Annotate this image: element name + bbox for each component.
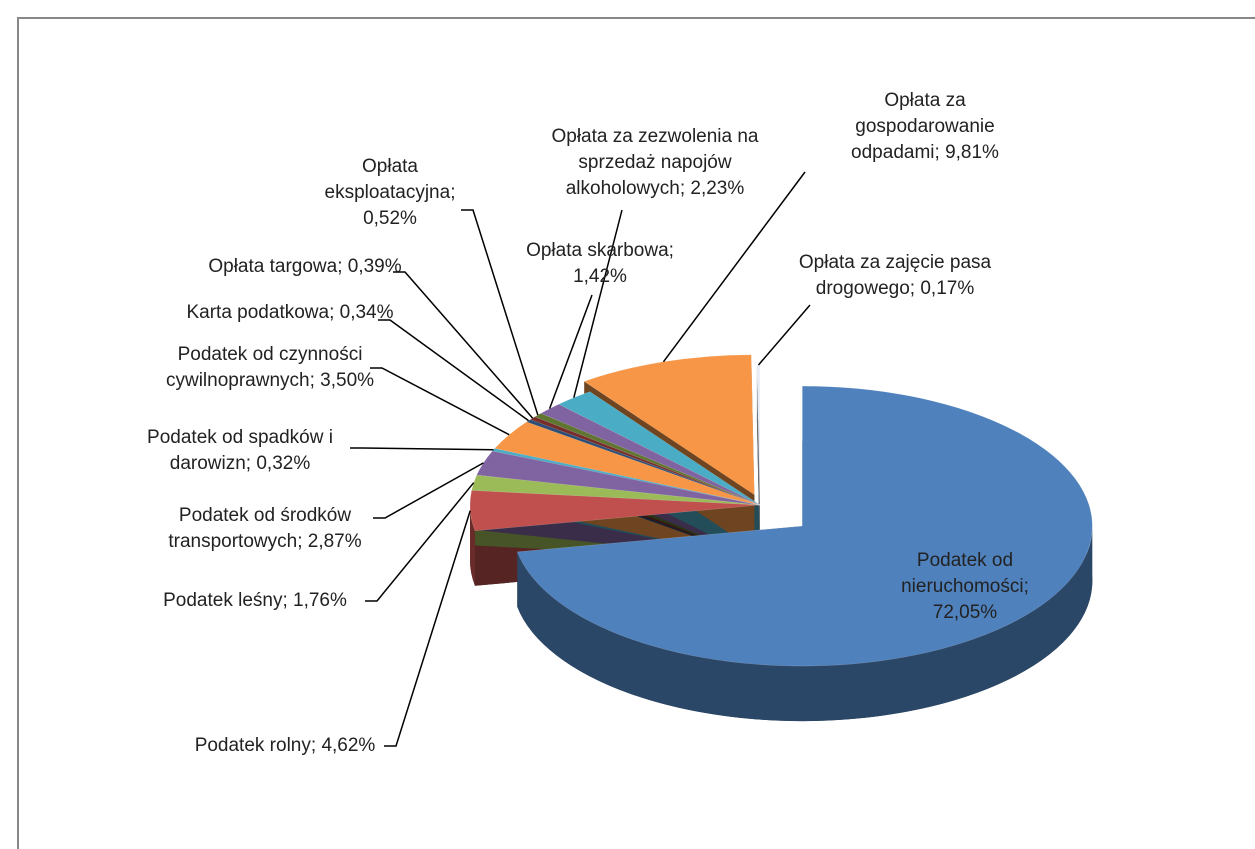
value-label: 1,76%	[293, 590, 347, 611]
value-label: 1,42%	[573, 266, 627, 287]
data-label: Karta podatkowa; 0,34%	[180, 300, 400, 326]
category-name: Podatek od czynności cywilnoprawnych	[165, 344, 363, 391]
leader-line	[573, 209, 623, 398]
slice	[583, 354, 755, 496]
category-name: Podatek rolny	[194, 735, 311, 756]
label-separator: ;	[679, 178, 691, 199]
label-separator: ;	[668, 240, 680, 261]
pie	[469, 354, 1093, 722]
leader-line	[757, 304, 811, 366]
data-label: Opłata skarbowa; 1,42%	[500, 238, 700, 290]
data-label: Podatek leśny; 1,76%	[130, 588, 380, 614]
leader-line	[662, 171, 806, 363]
label-separator: ;	[310, 735, 322, 756]
category-name: Karta podatkowa	[186, 302, 330, 323]
category-name: Podatek od nieruchomości	[901, 550, 1024, 597]
category-name: Podatek leśny	[163, 590, 283, 611]
leader-line	[378, 319, 529, 422]
slice	[516, 385, 1093, 667]
category-name: Opłata eksploatacyjna	[324, 156, 451, 203]
label-separator: ;	[934, 142, 946, 163]
label-separator: ;	[909, 278, 921, 299]
label-separator: ;	[282, 590, 294, 611]
leader-line	[365, 482, 475, 602]
label-separator: ;	[337, 256, 348, 277]
slice	[471, 474, 761, 506]
category-name: Opłata za zajęcie pasa drogowego	[798, 252, 992, 299]
slice	[558, 391, 761, 506]
category-name: Opłata za zezwolenia na sprzedaż napojów…	[551, 126, 759, 199]
data-label: Podatek od nieruchomości; 72,05%	[880, 548, 1050, 626]
value-label: 3,50%	[320, 370, 375, 391]
value-label: 0,34%	[339, 302, 394, 323]
leader-line	[461, 209, 539, 416]
category-name: Opłata skarbowa	[526, 240, 669, 261]
data-label: Podatek od czynności cywilnoprawnych; 3,…	[145, 342, 395, 394]
value-label: 0,52%	[363, 208, 417, 229]
label-separator: ;	[329, 302, 340, 323]
data-label: Opłata za zezwolenia na sprzedaż napojów…	[535, 124, 775, 202]
chart-frame	[17, 17, 1255, 849]
data-label: Opłata za gospodarowanie odpadami; 9,81%	[820, 88, 1030, 166]
leader-line	[370, 367, 510, 436]
value-label: 0,39%	[347, 256, 402, 277]
data-label: Opłata targowa; 0,39%	[195, 254, 415, 280]
label-separator: ;	[297, 531, 308, 552]
data-label: Podatek rolny; 4,62%	[160, 733, 410, 759]
label-separator: ;	[450, 182, 461, 203]
leader-line	[373, 462, 484, 519]
slice-side	[756, 365, 760, 560]
slice	[476, 450, 761, 506]
value-label: 9,81%	[945, 142, 999, 163]
leader-line	[350, 447, 494, 451]
label-separator: ;	[309, 370, 321, 391]
leader-line	[393, 271, 534, 419]
category-name: Podatek od spadków i darowizn	[147, 427, 333, 474]
value-label: 72,05%	[932, 602, 998, 623]
data-label: Opłata za zajęcie pasa drogowego; 0,17%	[795, 250, 995, 302]
value-label: 2,87%	[307, 531, 362, 552]
slice	[756, 364, 761, 506]
slice-wall	[517, 526, 1093, 722]
category-name: Opłata za gospodarowanie odpadami	[851, 90, 995, 163]
value-label: 0,17%	[920, 278, 975, 299]
value-label: 0,32%	[256, 453, 311, 474]
slice	[494, 421, 761, 506]
data-label: Podatek od spadków i darowizn; 0,32%	[110, 425, 370, 477]
slice-wall	[470, 505, 475, 586]
category-name: Opłata targowa	[208, 256, 338, 277]
value-label: 2,23%	[690, 178, 745, 199]
label-separator: ;	[1023, 576, 1035, 597]
leader-line	[384, 510, 471, 747]
leader-line	[548, 294, 593, 409]
data-label: Podatek od środków transportowych; 2,87%	[135, 503, 395, 555]
category-name: Podatek od środków transportowych	[168, 505, 352, 552]
data-label: Opłata eksploatacyjna; 0,52%	[300, 154, 480, 232]
label-separator: ;	[245, 453, 257, 474]
value-label: 4,62%	[321, 735, 376, 756]
